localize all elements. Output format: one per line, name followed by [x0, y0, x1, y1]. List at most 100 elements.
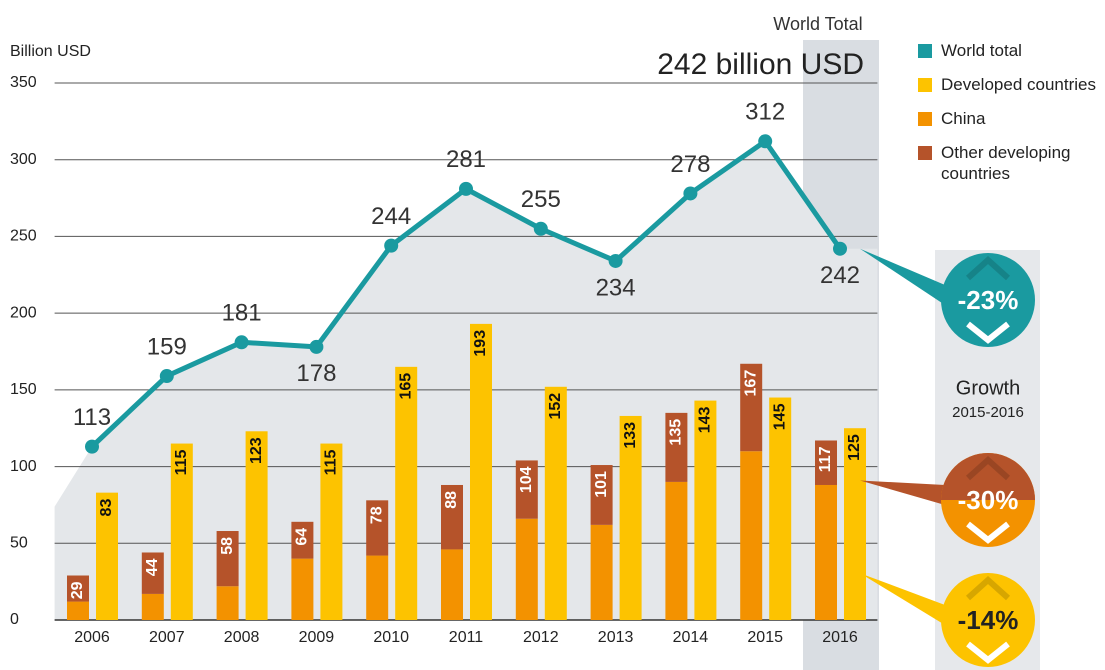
growth-value: -14% — [958, 605, 1019, 635]
x-tick-label: 2016 — [822, 629, 858, 646]
x-tick-label: 2013 — [598, 629, 634, 646]
growth-arrow-up — [965, 575, 1011, 601]
legend-item: Developed countries — [918, 74, 1103, 95]
growth-value: -23% — [958, 285, 1019, 315]
x-tick-label: 2007 — [149, 629, 185, 646]
world-total-point — [608, 253, 623, 268]
legend-item: China — [918, 108, 1103, 129]
x-tick-label: 2015 — [747, 629, 783, 646]
world-total-label: 242 — [820, 262, 860, 289]
developing-total-label: 44 — [144, 558, 161, 576]
developing-bar-segment — [291, 558, 314, 620]
world-total-label: 255 — [521, 186, 561, 213]
developing-bar-segment — [441, 549, 463, 620]
growth-connector — [860, 480, 945, 505]
x-tick-label: 2010 — [373, 629, 409, 646]
developed-value-label: 165 — [397, 373, 414, 400]
developing-bar-segment — [291, 521, 314, 559]
developed-value-label: 143 — [697, 407, 714, 434]
legend-item: Other developing countries — [918, 142, 1103, 184]
world-total-label: 181 — [222, 300, 262, 327]
developing-bar-segment — [216, 531, 239, 587]
world-total-point — [533, 221, 548, 236]
developed-bar — [619, 415, 642, 620]
growth-connector — [860, 248, 945, 305]
developed-value-label: 152 — [547, 393, 564, 420]
developed-bar — [320, 443, 343, 620]
world-total-point — [384, 238, 399, 253]
growth-badge-top — [941, 453, 1035, 500]
world-total-point — [833, 241, 847, 256]
world-total-label: 281 — [446, 146, 486, 173]
world-total-label: 244 — [371, 203, 411, 230]
y-tick-label: 350 — [10, 74, 37, 91]
y-tick-label: 100 — [10, 458, 37, 475]
world-total-point — [309, 339, 324, 354]
world-total-label: 278 — [670, 151, 710, 178]
x-tick-label: 2014 — [673, 629, 709, 646]
developed-value-label: 83 — [98, 499, 115, 517]
developing-bar-segment — [141, 593, 164, 620]
developing-bar-segment — [441, 484, 463, 550]
y-axis-label: Billion USD — [10, 43, 91, 60]
growth-arrow-down — [966, 641, 1010, 664]
developing-bar-segment — [665, 412, 688, 482]
developed-bar — [694, 400, 717, 620]
world-total-point — [459, 181, 473, 196]
developing-bar-segment — [515, 460, 538, 519]
x-tick-label: 2006 — [74, 629, 110, 646]
developed-value-label: 145 — [771, 403, 788, 430]
growth-arrow-up — [965, 255, 1011, 281]
developing-bar-segment — [665, 481, 688, 620]
developed-bar — [844, 428, 866, 620]
developing-bar-segment — [590, 524, 613, 620]
developing-bar-segment — [740, 451, 763, 620]
developing-total-label: 78 — [368, 506, 385, 524]
world-total-point — [234, 335, 249, 350]
developing-bar-segment — [815, 440, 837, 485]
legend-swatch — [918, 112, 932, 126]
developing-bar-segment — [366, 555, 389, 620]
growth-value: -30% — [958, 485, 1019, 515]
legend-swatch — [918, 146, 932, 160]
developing-total-label: 135 — [668, 419, 685, 446]
growth-period: 2015-2016 — [952, 404, 1024, 421]
developing-bar-segment — [815, 484, 837, 620]
developing-total-label: 101 — [593, 471, 610, 498]
developed-bar — [245, 431, 268, 620]
x-tick-label: 2011 — [449, 629, 484, 646]
developing-total-label: 167 — [742, 370, 759, 397]
developing-bar-segment — [590, 465, 613, 525]
developed-bar — [769, 397, 792, 620]
growth-connector — [860, 573, 945, 625]
developed-value-label: 115 — [323, 449, 340, 475]
developing-total-label: 117 — [817, 446, 834, 472]
x-tick-label: 2012 — [523, 629, 559, 646]
developed-value-label: 133 — [622, 422, 639, 449]
world-total-label: 159 — [147, 333, 187, 360]
x-tick-label: 2008 — [224, 629, 260, 646]
growth-badge — [941, 253, 1035, 347]
growth-arrow-down — [966, 321, 1010, 344]
developed-bar — [470, 323, 492, 620]
growth-badge — [941, 573, 1035, 667]
y-tick-label: 250 — [10, 228, 37, 245]
legend-item: World total — [918, 40, 1103, 61]
legend: World total Developed countries China Other… — [918, 40, 1103, 197]
developing-total-label: 64 — [294, 528, 311, 546]
developed-value-label: 125 — [846, 434, 863, 461]
growth-title: Growth — [956, 377, 1020, 399]
developing-total-label: 104 — [518, 466, 535, 493]
highlight-value: 242 billion USD — [657, 48, 864, 81]
developing-bar-segment — [366, 500, 389, 556]
developing-bar-segment — [216, 586, 239, 620]
world-total-label: 178 — [296, 360, 336, 387]
developing-total-label: 58 — [219, 537, 236, 555]
y-tick-label: 300 — [10, 151, 37, 168]
y-tick-label: 0 — [10, 611, 19, 628]
world-total-point — [159, 369, 174, 384]
developing-bar-segment — [141, 552, 164, 594]
growth-arrow-down — [966, 521, 1010, 544]
